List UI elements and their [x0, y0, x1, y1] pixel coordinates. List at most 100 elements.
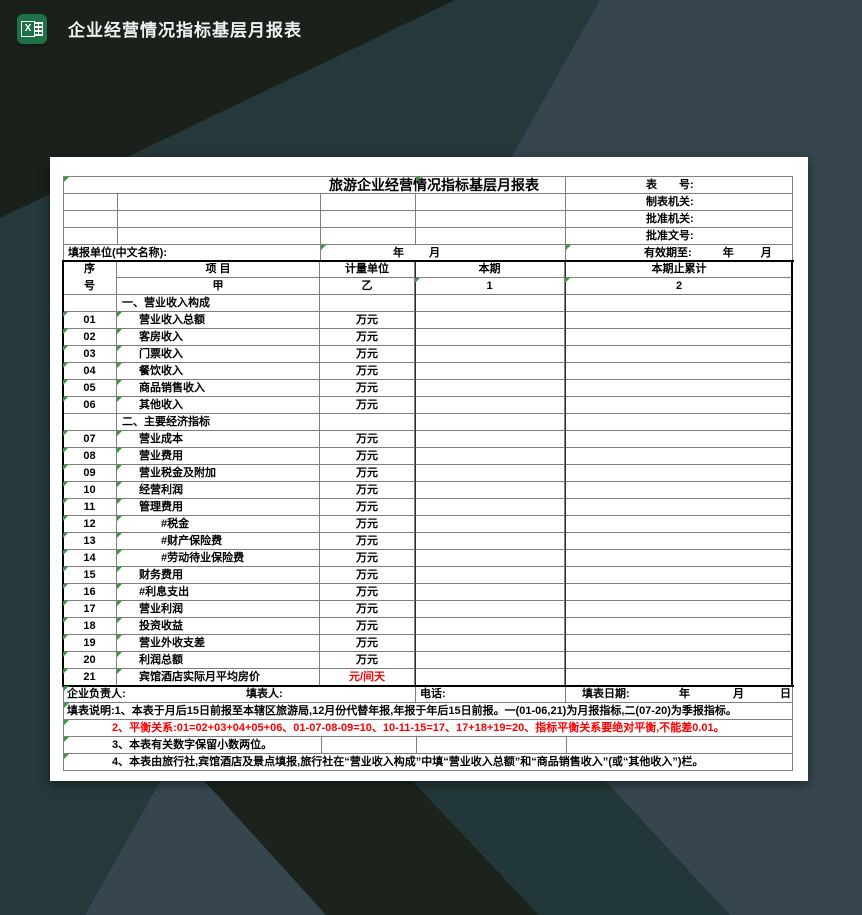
item-label-cell[interactable]: 商品销售收入 — [117, 380, 320, 397]
row-number-cell[interactable]: 02 — [63, 329, 117, 346]
row-number-cell[interactable] — [63, 414, 117, 431]
empty-cell[interactable] — [118, 211, 321, 228]
meta-maker-cell[interactable]: 制表机关: — [566, 194, 792, 211]
row-number-cell[interactable]: 11 — [63, 499, 117, 516]
current-value-cell[interactable] — [415, 346, 565, 363]
current-value-cell[interactable] — [415, 635, 565, 652]
unit-cell[interactable]: 万元 — [320, 465, 415, 482]
cumulative-value-cell[interactable] — [565, 363, 793, 380]
item-label-cell[interactable]: 投资收益 — [117, 618, 320, 635]
current-value-cell[interactable] — [415, 618, 565, 635]
item-label-cell[interactable]: 营业费用 — [117, 448, 320, 465]
item-label-cell[interactable]: 营业利润 — [117, 601, 320, 618]
cumulative-value-cell[interactable] — [565, 448, 793, 465]
item-label-cell[interactable]: 财务费用 — [117, 567, 320, 584]
current-value-cell[interactable] — [415, 516, 565, 533]
section-label-cell[interactable]: 一、营业收入构成 — [117, 295, 320, 312]
item-label-cell[interactable]: 经营利润 — [117, 482, 320, 499]
cumulative-value-cell[interactable] — [565, 584, 793, 601]
row-number-cell[interactable]: 13 — [63, 533, 117, 550]
unit-cell[interactable]: 万元 — [320, 533, 415, 550]
row-number-cell[interactable]: 04 — [63, 363, 117, 380]
cumulative-value-cell[interactable] — [565, 601, 793, 618]
meta-approver-cell[interactable]: 批准机关: — [566, 211, 792, 228]
subheader-cumulative-cell[interactable]: 2 — [565, 278, 793, 295]
cumulative-value-cell[interactable] — [565, 567, 793, 584]
unit-cell[interactable]: 万元 — [320, 363, 415, 380]
item-label-cell[interactable]: #劳动待业保险费 — [117, 550, 320, 567]
row-number-cell[interactable]: 05 — [63, 380, 117, 397]
cumulative-value-cell[interactable] — [565, 533, 793, 550]
item-label-cell[interactable]: 其他收入 — [117, 397, 320, 414]
item-label-cell[interactable]: #利息支出 — [117, 584, 320, 601]
unit-cell[interactable]: 元/间天 — [320, 669, 415, 686]
cumulative-value-cell[interactable] — [565, 550, 793, 567]
unit-cell[interactable]: 万元 — [320, 448, 415, 465]
empty-cell[interactable] — [118, 228, 321, 245]
current-value-cell[interactable] — [415, 669, 565, 686]
empty-cell[interactable] — [64, 194, 118, 211]
current-value-cell[interactable] — [415, 380, 565, 397]
item-label-cell[interactable]: 营业外收支差 — [117, 635, 320, 652]
row-number-cell[interactable]: 07 — [63, 431, 117, 448]
unit-cell[interactable]: 万元 — [320, 380, 415, 397]
unit-cell[interactable]: 万元 — [320, 584, 415, 601]
unit-cell[interactable]: 万元 — [320, 567, 415, 584]
unit-cell[interactable] — [320, 414, 415, 431]
unit-cell[interactable]: 万元 — [320, 499, 415, 516]
unit-cell[interactable] — [320, 295, 415, 312]
unit-cell[interactable]: 万元 — [320, 652, 415, 669]
unit-cell[interactable]: 万元 — [320, 346, 415, 363]
row-number-cell[interactable]: 08 — [63, 448, 117, 465]
manager-cell[interactable]: 企业负责人: 填表人: — [64, 686, 416, 702]
row-number-cell[interactable]: 17 — [63, 601, 117, 618]
cumulative-value-cell[interactable] — [565, 380, 793, 397]
current-value-cell[interactable] — [415, 312, 565, 329]
unit-cell[interactable]: 万元 — [320, 601, 415, 618]
empty-cell[interactable] — [321, 211, 416, 228]
cumulative-value-cell[interactable] — [565, 482, 793, 499]
row-number-cell[interactable]: 15 — [63, 567, 117, 584]
item-label-cell[interactable]: 餐饮收入 — [117, 363, 320, 380]
row-number-cell[interactable]: 10 — [63, 482, 117, 499]
phone-cell[interactable]: 电话: — [416, 686, 566, 702]
row-number-cell[interactable] — [63, 295, 117, 312]
cumulative-value-cell[interactable] — [565, 295, 793, 312]
cumulative-value-cell[interactable] — [565, 312, 793, 329]
current-value-cell[interactable] — [415, 295, 565, 312]
current-value-cell[interactable] — [415, 448, 565, 465]
cumulative-value-cell[interactable] — [565, 652, 793, 669]
empty-cell[interactable] — [416, 228, 566, 245]
subheader-item-cell[interactable]: 甲 — [117, 278, 320, 295]
row-number-cell[interactable]: 20 — [63, 652, 117, 669]
current-value-cell[interactable] — [415, 363, 565, 380]
cumulative-value-cell[interactable] — [565, 635, 793, 652]
empty-cell[interactable] — [416, 194, 566, 211]
item-label-cell[interactable]: #财产保险费 — [117, 533, 320, 550]
current-value-cell[interactable] — [415, 465, 565, 482]
item-label-cell[interactable]: #税金 — [117, 516, 320, 533]
row-number-cell[interactable]: 16 — [63, 584, 117, 601]
meta-doc-no-cell[interactable]: 批准文号: — [566, 228, 792, 245]
header-current-cell[interactable]: 本期 — [415, 261, 565, 278]
unit-cell[interactable]: 万元 — [320, 550, 415, 567]
row-number-cell[interactable]: 12 — [63, 516, 117, 533]
cumulative-value-cell[interactable] — [565, 516, 793, 533]
row-number-cell[interactable]: 18 — [63, 618, 117, 635]
unit-cell[interactable]: 万元 — [320, 516, 415, 533]
row-number-cell[interactable]: 09 — [63, 465, 117, 482]
current-value-cell[interactable] — [415, 533, 565, 550]
current-value-cell[interactable] — [415, 414, 565, 431]
current-value-cell[interactable] — [415, 431, 565, 448]
empty-cell[interactable] — [64, 211, 118, 228]
header-seq-cell[interactable]: 号 — [63, 278, 117, 295]
row-number-cell[interactable]: 19 — [63, 635, 117, 652]
cumulative-value-cell[interactable] — [565, 397, 793, 414]
item-label-cell[interactable]: 营业税金及附加 — [117, 465, 320, 482]
current-value-cell[interactable] — [415, 397, 565, 414]
row-number-cell[interactable]: 01 — [63, 312, 117, 329]
meta-sheet-no-cell[interactable]: 表 号: — [566, 177, 792, 194]
empty-cell[interactable] — [321, 228, 416, 245]
item-label-cell[interactable]: 门票收入 — [117, 346, 320, 363]
row-number-cell[interactable]: 21 — [63, 669, 117, 686]
